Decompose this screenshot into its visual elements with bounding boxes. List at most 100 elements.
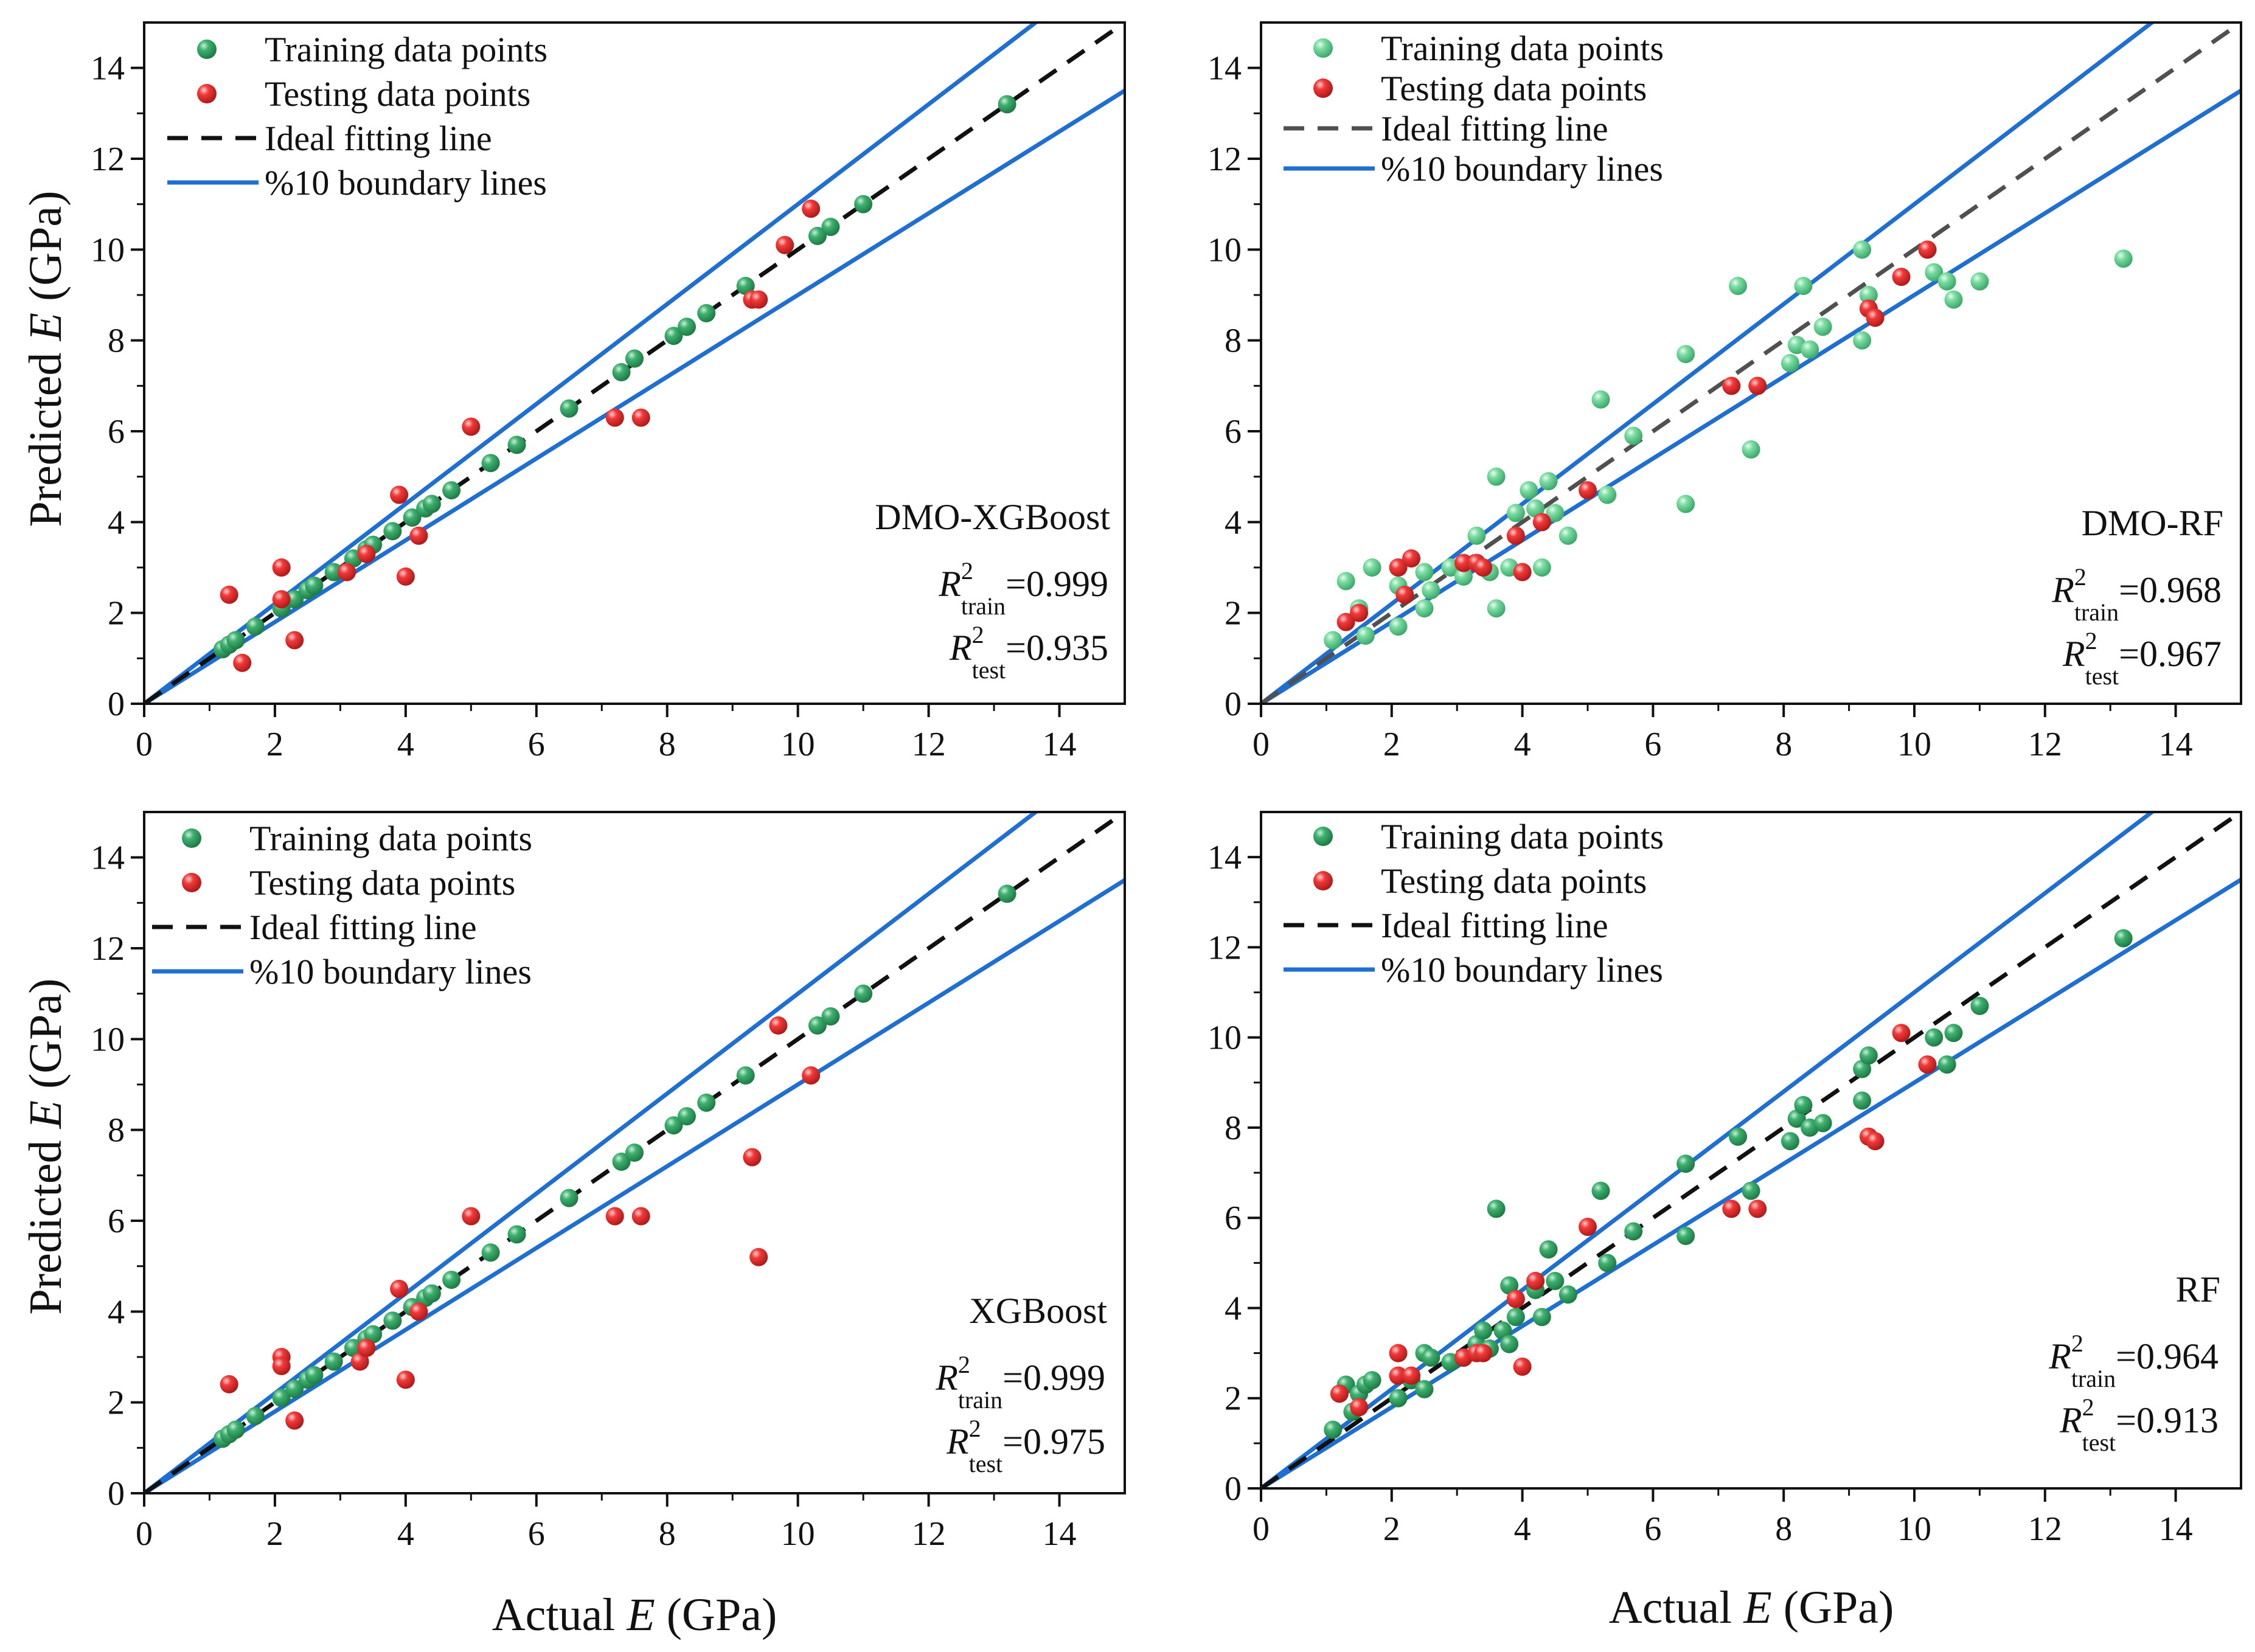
testing-point [749, 290, 768, 309]
legend-training-marker [1313, 38, 1333, 58]
y-tick-label: 6 [1225, 413, 1242, 451]
testing-point [1722, 377, 1741, 395]
testing-point [1402, 1366, 1421, 1385]
testing-point [357, 1339, 376, 1358]
testing-point [462, 417, 481, 436]
training-point [324, 1352, 343, 1371]
training-point [1363, 558, 1381, 577]
training-point [324, 563, 343, 581]
training-point [1676, 495, 1695, 513]
y-tick-label: 12 [91, 141, 125, 178]
x-axis-label-left: Actual E (GPa) [492, 1589, 777, 1640]
training-point [1598, 485, 1617, 504]
plot-frame [1260, 21, 2242, 705]
testing-point [1336, 613, 1355, 631]
training-point [1422, 581, 1440, 600]
training-point [1336, 572, 1355, 591]
training-point [1859, 286, 1878, 304]
training-point [1493, 1321, 1512, 1340]
x-tick-label: 14 [1043, 726, 1077, 763]
x-tick-label: 10 [781, 1515, 815, 1553]
testing-point [749, 1248, 768, 1266]
training-point [1546, 1271, 1565, 1290]
x-tick-label: 12 [2028, 726, 2062, 763]
y-tick-label: 14 [1207, 50, 1242, 88]
training-point [442, 1271, 461, 1289]
testing-point [1350, 603, 1369, 622]
testing-point [631, 408, 650, 427]
plot-area [144, 812, 1125, 1493]
testing-point [220, 1375, 238, 1393]
y-tick-label: 10 [1207, 231, 1242, 269]
x-tick-label: 4 [1514, 1510, 1531, 1548]
testing-point [396, 567, 415, 586]
testing-point [631, 1207, 650, 1226]
training-point [1742, 440, 1760, 459]
training-point [625, 349, 644, 368]
training-point [1532, 558, 1551, 577]
y-tick-label: 12 [91, 930, 125, 968]
plot-frame [143, 21, 1126, 705]
training-point [612, 363, 631, 381]
training-point [1676, 1226, 1695, 1245]
x-tick-label: 2 [266, 726, 283, 763]
legend-label: Testing data points [249, 863, 515, 903]
training-point [1500, 1276, 1519, 1295]
x-tick-label: 2 [266, 1515, 283, 1553]
legend-label: Testing data points [1381, 861, 1647, 901]
y-tick-label: 2 [1225, 595, 1242, 633]
testing-point [357, 544, 376, 563]
testing-point [272, 558, 291, 577]
testing-point [1402, 549, 1421, 568]
training-point [854, 195, 873, 213]
panel-dmo-xgboost: 0 2 4 6 8 10 12 14 0 2 4 6 8 10 12 14 Training data poin… [91, 21, 1126, 763]
training-point [285, 1380, 304, 1398]
training-point [560, 1189, 579, 1207]
y-tick-label: 10 [1207, 1019, 1242, 1057]
legend-label: Ideal fitting line [1381, 906, 1608, 945]
training-point [736, 1066, 755, 1085]
training-point [1415, 563, 1434, 581]
legend-label: Training data points [249, 819, 532, 858]
testing-point [1918, 1055, 1937, 1074]
y-tick-label: 4 [1225, 1289, 1242, 1327]
x-tick-label: 0 [1253, 726, 1270, 763]
x-tick-label: 0 [136, 726, 153, 763]
training-point [1356, 626, 1375, 645]
model-title: XGBoost [969, 1291, 1107, 1331]
legend-label: %10 boundary lines [249, 952, 532, 991]
testing-point [285, 1411, 304, 1430]
training-point [736, 277, 755, 296]
training-point [285, 590, 304, 609]
lower-boundary-line [144, 878, 1125, 1493]
legend-label: Ideal fitting line [249, 908, 477, 947]
testing-point [1389, 1344, 1408, 1362]
testing-point [1892, 268, 1911, 286]
testing-point [1506, 1289, 1525, 1308]
testing-point [1918, 240, 1937, 259]
legend-label: Ideal fitting line [265, 119, 492, 158]
training-point [1970, 996, 1989, 1015]
training-point [1859, 1046, 1878, 1065]
y-axis-label-bottom: Predicted E (GPa) [20, 979, 71, 1315]
x-tick-label: 10 [781, 726, 815, 763]
training-point [1937, 1055, 1956, 1074]
training-point [1925, 1028, 1944, 1047]
testing-point [396, 1370, 415, 1389]
testing-point [1748, 377, 1767, 395]
y-axis-label-top: Predicted E (GPa) [20, 191, 71, 527]
panel-xgboost: 0 2 4 6 8 10 12 14 0 2 4 6 8 10 12 14 Training data poin… [91, 811, 1126, 1553]
training-point [664, 1116, 683, 1135]
train-r2-metric: R2 train=0.964 [2048, 1330, 2219, 1392]
train-r2-metric: R2 train=0.999 [935, 1351, 1105, 1414]
x-tick-label: 8 [659, 1515, 676, 1553]
x-axis-label-right: Actual E (GPa) [1609, 1582, 1894, 1633]
y-tick-label: 14 [1207, 839, 1242, 876]
x-tick-label: 6 [1644, 726, 1661, 763]
x-tick-label: 4 [1514, 726, 1531, 763]
training-point [1520, 481, 1538, 500]
x-tick-label: 12 [2028, 1510, 2062, 1548]
x-tick-label: 8 [659, 726, 676, 763]
x-tick-label: 10 [1897, 726, 1931, 763]
